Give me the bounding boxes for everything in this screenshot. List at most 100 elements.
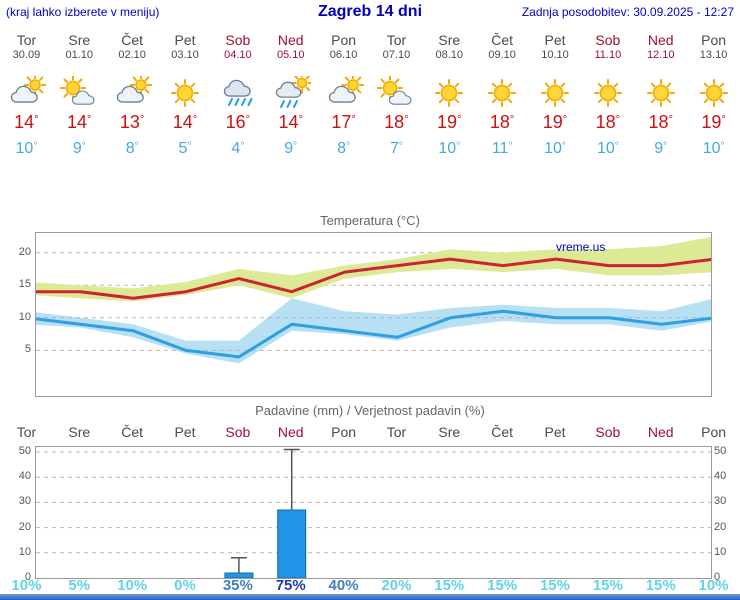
rain-icon [223,79,253,106]
precip-probability-value: 20% [381,577,412,594]
precip-chart-canvas [36,448,711,578]
low-temp: 4° [231,140,245,157]
precip-probability-value: 15% [434,577,465,594]
precip-probability-value: 0% [174,577,196,594]
forecast-day-column: Sob 11.10 18° 10° [581,28,634,158]
sun-icon [646,79,675,107]
high-temp: 18° [384,112,409,132]
y-axis-tick-label: 40 [714,470,727,483]
day-name: Sob [225,32,251,48]
sun-icon [581,76,634,110]
degree-sign: ° [561,141,566,152]
y-axis-tick-label: 10 [18,310,31,323]
sun-icon [540,79,569,107]
cloud-sun-icon [106,73,159,110]
precip-day-label: Sre [438,424,461,440]
y-axis-tick-label: 15 [18,278,31,291]
forecast-day-column: Sre 01.10 14° 9° [53,28,106,158]
sun-cloud-icon [53,75,106,110]
y-axis-tick-label: 50 [18,445,31,458]
sun-icon [423,76,476,110]
forecast-day-column: Ned 12.10 18° 9° [634,28,687,158]
low-temp: 5° [178,140,192,157]
day-name: Tor [16,32,37,48]
degree-sign: ° [346,141,350,152]
low-temp: 10° [702,140,725,157]
high-temp: 13° [119,112,145,132]
precip-probability-value: 5% [68,577,91,594]
sun-cloud-icon [370,75,423,110]
forecast-day-column: Ned 05.10 14° 9° [264,28,317,158]
high-temp: 18° [489,112,515,132]
sun-icon [687,76,740,110]
degree-sign: ° [240,141,245,152]
low-temp: 10° [596,140,619,157]
precip-day-label: Čet [491,424,514,440]
precip-day-label: Tor [16,424,37,440]
day-name: Ned [647,32,674,48]
max-temp-line [36,257,711,300]
low-temp: 7° [389,140,403,157]
forecast-grid: Tor 30.09 14° 10° Sre 01.10 14° 9° Čet 02.10 13° 8°… [0,28,740,158]
precip-day-label: Pon [331,424,357,440]
forecast-day-column: Pet 10.10 19° 10° [529,28,582,158]
precip-probability-value: 15% [539,577,570,594]
degree-sign: ° [192,114,198,126]
high-temp: 14° [67,112,92,132]
precip-day-label: Pon [701,424,727,440]
precip-day-label: Ned [277,424,304,440]
low-temp: 11° [491,140,513,157]
day-date: 09.10 [488,49,516,61]
degree-sign: ° [562,114,568,126]
sun-cloud-icon [377,75,412,105]
y-axis-tick-label: 40 [18,470,31,483]
watermark-link[interactable]: vreme.us [556,240,606,254]
day-date: 04.10 [224,49,252,61]
high-temp: 14° [14,112,39,132]
cloud-sun-icon [0,73,53,110]
precip-probability-row: 10% 5% 10% 0% 35% 75% 40% 20% 15% 15% 15% 15% 15% 10% [0,578,740,594]
y-axis-tick-label: 20 [18,245,31,258]
rain-sun-icon [275,72,313,108]
rain-icon [211,76,264,110]
degree-sign: ° [721,114,726,126]
forecast-day-column: Tor 30.09 14° 10° [0,28,53,158]
low-temp: 9° [654,140,668,157]
degree-sign: ° [81,141,86,152]
precip-day-label: Pet [174,424,196,440]
degree-sign: ° [668,114,673,126]
day-date: 02.10 [118,49,146,61]
y-axis-tick-label: 30 [714,495,727,508]
temp-range-band [36,298,711,364]
degree-sign: ° [187,141,192,152]
low-temp: 10° [544,140,566,157]
sun-icon [593,79,622,107]
day-date: 03.10 [171,49,199,61]
y-axis-tick-label: 50 [714,445,727,458]
degree-sign: ° [509,114,515,126]
low-temp: 8° [337,140,350,157]
degree-sign: ° [34,114,39,126]
sun-icon [476,76,529,110]
day-name: Sre [438,32,461,48]
precip-bar [277,509,307,578]
menu-hint-text: (kraj lahko izberete v meniju) [6,5,160,19]
cloud-sun-icon [328,73,365,103]
precip-probability-value: 35% [222,577,253,594]
precip-chart-title: Padavine (mm) / Verjetnost padavin (%) [255,403,485,418]
y-axis-tick-label: 0 [714,571,721,583]
degree-sign: ° [508,141,513,152]
forecast-day-column: Čet 02.10 13° 8° [106,28,159,158]
degree-sign: ° [404,114,409,126]
precip-probability-value: 15% [645,577,676,594]
day-name: Pon [701,32,727,48]
forecast-day-column: Sre 08.10 19° 10° [423,28,476,158]
temperature-chart: vreme.us [35,232,712,397]
precip-probability-value: 10% [117,577,148,594]
forecast-day-column: Čet 09.10 18° 11° [476,28,529,158]
high-temp: 19° [437,112,462,132]
cloud-sun-icon [317,73,370,110]
sun-icon [529,76,582,110]
precip-day-label: Sob [225,424,251,440]
